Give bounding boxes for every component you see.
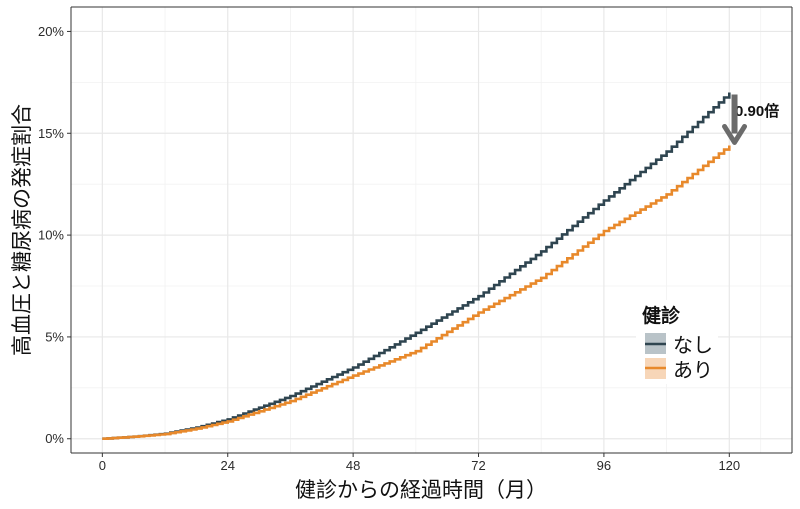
y-tick-label: 0% bbox=[45, 431, 64, 446]
y-axis-title: 高血圧と糖尿病の発症割合 bbox=[10, 104, 34, 356]
axes: 0 24 48 72 96 120 0% 5% 10% 15% 20% bbox=[38, 6, 793, 473]
y-tick-label: 10% bbox=[38, 228, 64, 243]
y-tick-label: 20% bbox=[38, 24, 64, 39]
x-tick-label: 96 bbox=[597, 458, 611, 473]
annotation: 0.90倍 bbox=[722, 94, 779, 145]
x-tick-label: 120 bbox=[718, 458, 740, 473]
legend-item-nashi: なし bbox=[645, 333, 713, 357]
legend-item-ari: あり bbox=[645, 358, 713, 382]
x-tick-label: 24 bbox=[221, 458, 235, 473]
legend-title: 健診 bbox=[642, 304, 681, 327]
plot-panel bbox=[71, 7, 792, 453]
y-tick-label: 5% bbox=[45, 329, 64, 344]
y-tick-label: 15% bbox=[38, 126, 64, 141]
x-axis-title: 健診からの経過時間（月） bbox=[295, 478, 547, 502]
legend: 健診 なし あり bbox=[636, 300, 718, 384]
ratio-annotation: 0.90倍 bbox=[735, 102, 779, 120]
series-line-nashi bbox=[102, 92, 731, 440]
series-line-ari bbox=[102, 145, 731, 440]
panel-bg bbox=[71, 7, 792, 453]
x-tick-label: 48 bbox=[346, 458, 360, 473]
down-arrow-icon bbox=[722, 123, 748, 145]
x-tick-label: 0 bbox=[99, 458, 106, 473]
legend-label-ari: あり bbox=[673, 358, 713, 382]
legend-label-nashi: なし bbox=[673, 333, 713, 357]
x-tick-label: 72 bbox=[471, 458, 485, 473]
series-layer bbox=[102, 92, 731, 440]
